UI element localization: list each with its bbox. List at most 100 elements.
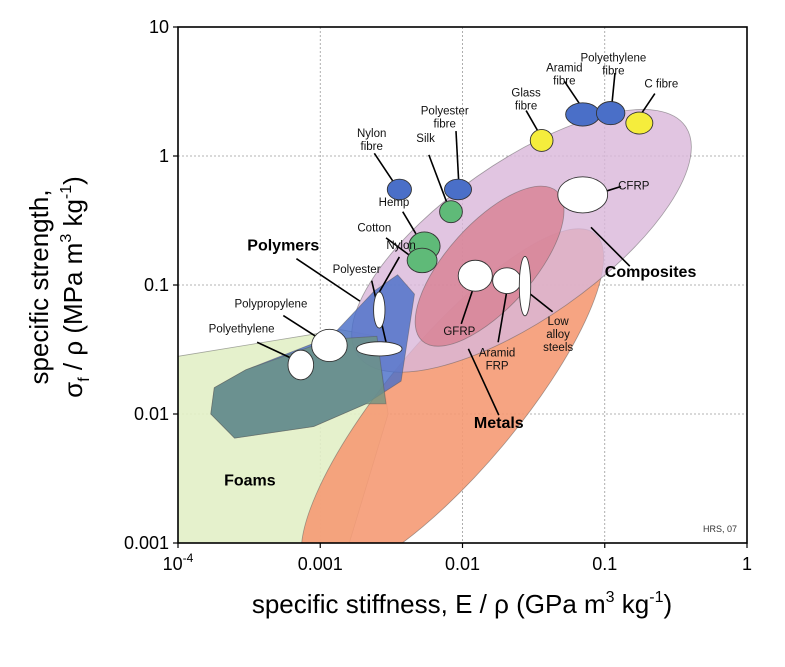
annotation-line: fibre xyxy=(553,76,575,88)
x-tick-label-base: 0.001 xyxy=(298,554,343,574)
annotation-line: Polymers xyxy=(247,238,319,255)
annotation-polyethylene-fibre: Polyethylene fibre xyxy=(580,53,646,78)
leader-line xyxy=(529,293,554,313)
annotation-line: GFRP xyxy=(443,326,475,338)
annotation-line: FRP xyxy=(486,360,509,372)
annotation-line: Metals xyxy=(474,415,524,432)
point-nylon-fibre xyxy=(386,178,412,201)
y-axis-title-end: ) xyxy=(58,176,88,185)
x-axis-title-sup2: -1 xyxy=(649,589,663,606)
leader-line xyxy=(525,110,539,132)
annotation-aramid-frp: Aramid FRP xyxy=(479,347,515,372)
x-tick-label-base: 10 xyxy=(163,554,183,574)
region-layer xyxy=(178,109,692,543)
leader-line xyxy=(282,314,321,340)
point-glass-fibre xyxy=(529,129,554,152)
x-tick-label-base: 0.01 xyxy=(445,554,480,574)
annotation-line: alloy xyxy=(546,329,570,341)
annotation-line: Polypropylene xyxy=(234,298,307,310)
point-polyethylene-fibre xyxy=(595,101,626,126)
y-axis-title-rest: / ρ (MPa m xyxy=(58,243,88,378)
annotation-polyester: Polyester xyxy=(333,264,381,276)
annotation-line: Polyethylene xyxy=(209,323,275,335)
leader-line xyxy=(295,258,361,302)
annotation-low-alloy-steels: Low alloy steels xyxy=(543,316,573,354)
annotation-line: Polyester xyxy=(421,105,469,117)
leader-layer xyxy=(256,72,656,416)
x-tick-label: 1 xyxy=(742,554,752,574)
leader-line xyxy=(256,341,293,360)
y-tick-label: 1 xyxy=(159,146,169,166)
annotation-line: Hemp xyxy=(379,197,410,209)
x-axis-title-sup: 3 xyxy=(606,589,615,606)
y-axis-sigma-sub: f xyxy=(76,377,93,382)
annotation-polymers: Polymers xyxy=(247,238,319,255)
y-axis-sigma: σ xyxy=(58,382,88,398)
leader-line xyxy=(610,72,616,106)
annotation-line: CFRP xyxy=(618,180,650,192)
annotation-line: Silk xyxy=(416,133,435,145)
x-axis-title-unit: kg xyxy=(615,589,650,619)
y-tick-label: 10 xyxy=(149,17,169,37)
annotation-polyester-fibre: Polyester fibre xyxy=(421,105,469,130)
y-axis-title-sup2: -1 xyxy=(58,185,75,199)
y-tick-label: 0.1 xyxy=(144,275,169,295)
leader-line xyxy=(563,80,582,107)
annotation-gfrp: GFRP xyxy=(443,326,475,338)
annotation-line: Cotton xyxy=(357,222,391,234)
point-low-alloy-steels xyxy=(518,256,532,317)
annotation-silk: Silk xyxy=(416,133,435,145)
annotation-foams: Foams xyxy=(224,472,276,489)
point-aramid-frp xyxy=(492,267,522,295)
annotation-line: Foams xyxy=(224,472,276,489)
annotation-polyethylene: Polyethylene xyxy=(209,323,275,335)
leader-line xyxy=(497,290,508,343)
leader-line xyxy=(641,93,656,114)
annotation-line: Aramid xyxy=(479,347,515,359)
x-tick-label-sup: -4 xyxy=(183,551,194,565)
point-cotton xyxy=(406,247,438,274)
annotation-line: C fibre xyxy=(644,78,678,90)
x-tick-label-base: 1 xyxy=(742,554,752,574)
point-layer xyxy=(287,101,654,381)
annotation-line: Glass xyxy=(511,87,541,99)
annotation-aramid-fibre: Aramid fibre xyxy=(546,63,582,88)
annotation-hemp: Hemp xyxy=(379,197,410,209)
point-nylon xyxy=(373,291,386,329)
point-polyethylene xyxy=(287,349,315,381)
overlay-polymers-foams-overlap xyxy=(210,335,387,439)
y-axis-title-line2: σf / ρ (MPa m3 kg-1) xyxy=(58,176,93,398)
annotation-line: Nylon xyxy=(386,240,415,252)
leader-line xyxy=(373,152,395,184)
annotation-line: fibre xyxy=(602,66,624,78)
point-cfrp xyxy=(557,176,609,214)
y-tick-label: 0.001 xyxy=(124,533,169,553)
annotation-line: Low xyxy=(548,316,570,328)
annotation-line: fibre xyxy=(515,100,537,112)
point-gfrp xyxy=(457,259,493,292)
leader-line xyxy=(590,226,631,267)
x-tick-label-base: 0.1 xyxy=(592,554,617,574)
annotation-line: Aramid xyxy=(546,63,582,75)
leader-line xyxy=(460,286,475,325)
leader-line xyxy=(378,256,401,293)
x-tick-label: 10-4 xyxy=(163,551,194,574)
annotation-line: fibre xyxy=(361,141,383,153)
annotation-nylon: Nylon xyxy=(386,240,415,252)
annotation-line: Polyethylene xyxy=(580,53,646,65)
leader-line xyxy=(467,348,500,416)
annotation-composites: Composites xyxy=(605,264,697,281)
y-tick-label: 0.01 xyxy=(134,404,169,424)
point-c-fibre xyxy=(625,111,654,135)
leader-line xyxy=(402,211,417,235)
annotation-cfrp: CFRP xyxy=(618,180,650,192)
point-silk xyxy=(439,200,463,224)
annotation-c-fibre: C fibre xyxy=(644,78,678,90)
y-axis-title-sup: 3 xyxy=(58,234,75,243)
point-aramid-fibre xyxy=(565,102,601,127)
y-axis-title-line1: specific strength, xyxy=(24,189,54,384)
